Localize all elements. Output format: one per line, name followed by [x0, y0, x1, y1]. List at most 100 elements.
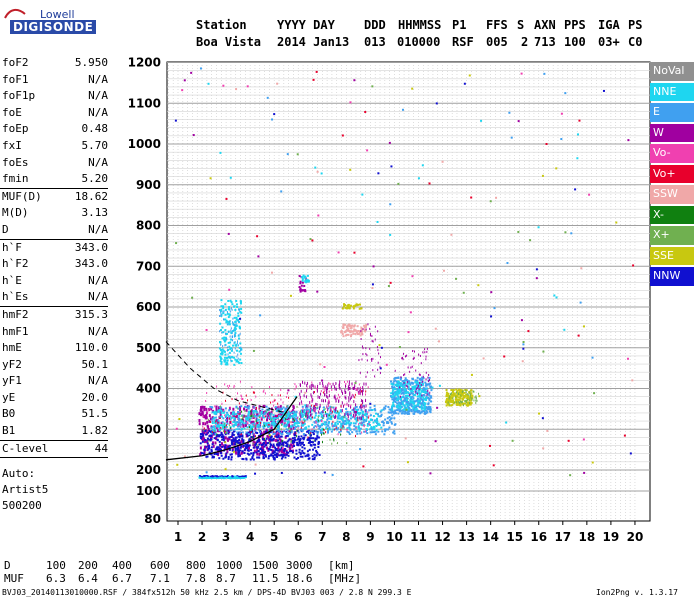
echo-point — [299, 455, 302, 458]
echo-point — [371, 359, 373, 362]
echo-point — [233, 329, 235, 332]
echo-point — [245, 432, 248, 435]
echo-point — [283, 448, 286, 451]
echo-point — [273, 425, 276, 428]
echo-point — [456, 391, 459, 394]
echo-point — [452, 402, 455, 405]
echo-point — [392, 399, 395, 402]
echo-point — [314, 430, 317, 433]
echo-point — [570, 232, 573, 235]
echo-point — [272, 445, 275, 448]
echo-point — [280, 435, 283, 438]
echo-point — [284, 420, 287, 423]
echo-point — [293, 427, 296, 430]
parameter-label: MUF(D) — [2, 189, 42, 203]
echo-point — [388, 419, 391, 422]
echo-point — [390, 422, 393, 425]
echo-point — [360, 421, 363, 424]
echo-point — [418, 393, 421, 396]
echo-point — [275, 430, 278, 433]
echo-point — [216, 433, 218, 436]
echo-point — [380, 415, 383, 418]
echo-point — [403, 382, 406, 385]
echo-point — [327, 383, 329, 387]
echo-point — [355, 420, 358, 423]
echo-point — [348, 423, 351, 426]
echo-point — [299, 413, 302, 416]
echo-point — [357, 408, 360, 411]
echo-point — [283, 441, 286, 444]
echo-point — [382, 408, 385, 411]
echo-point — [317, 446, 320, 449]
echo-point — [228, 436, 231, 439]
echo-point — [200, 437, 203, 440]
echo-point — [284, 435, 287, 439]
echo-point — [295, 417, 298, 420]
echo-point — [206, 455, 209, 458]
parameter-row: hmE 110.0 — [0, 340, 112, 357]
echo-point — [309, 413, 311, 417]
echo-point — [321, 379, 324, 382]
echo-point — [230, 435, 233, 438]
echo-point — [289, 416, 292, 419]
echo-point — [215, 422, 218, 425]
echo-point — [299, 282, 302, 285]
echo-point — [300, 441, 303, 444]
echo-point — [269, 431, 272, 434]
echo-point — [560, 112, 563, 115]
echo-point — [316, 389, 318, 393]
echo-point — [299, 392, 301, 396]
echo-point — [280, 428, 282, 431]
echo-point — [280, 471, 283, 474]
echo-point — [464, 402, 467, 405]
echo-point — [205, 475, 208, 477]
echo-point — [267, 455, 270, 458]
echo-point — [405, 379, 408, 382]
echo-point — [244, 409, 246, 412]
echo-point — [328, 414, 330, 417]
echo-point — [229, 427, 231, 430]
echo-point — [231, 433, 234, 436]
echo-point — [309, 434, 312, 437]
echo-point — [245, 403, 247, 406]
echo-point — [355, 408, 358, 411]
echo-point — [401, 108, 404, 111]
echo-point — [244, 419, 246, 422]
echo-point — [267, 432, 270, 435]
echo-point — [241, 457, 244, 460]
echo-point — [240, 445, 243, 448]
echo-point — [412, 412, 415, 415]
echo-point — [310, 404, 312, 407]
echo-point — [398, 403, 401, 406]
parameter-row: foEp 0.48 — [0, 121, 112, 138]
echo-point — [350, 422, 353, 425]
echo-point — [269, 439, 272, 443]
echo-point — [285, 417, 288, 420]
echo-point — [264, 431, 267, 434]
echo-point — [232, 421, 235, 424]
echo-point — [263, 450, 266, 453]
echo-point — [268, 416, 270, 419]
echo-point — [267, 429, 270, 432]
echo-point — [257, 418, 260, 421]
echo-point — [251, 425, 254, 428]
echo-point — [332, 406, 335, 409]
header-row2-field: 03+ — [598, 35, 620, 49]
auto-line: 500200 — [2, 499, 42, 513]
echo-point — [555, 167, 558, 170]
echo-point — [379, 410, 382, 413]
echo-point — [396, 388, 399, 391]
parameter-value: 1.82 — [81, 424, 109, 438]
echo-point — [365, 390, 367, 393]
echo-point — [359, 418, 362, 421]
echo-point — [372, 428, 375, 431]
echo-point — [391, 405, 394, 408]
echo-point — [629, 452, 632, 455]
echo-point — [222, 457, 225, 460]
echo-point — [286, 451, 289, 455]
echo-point — [372, 427, 375, 430]
echo-point — [447, 392, 450, 395]
echo-point — [286, 405, 288, 408]
echo-point — [298, 451, 301, 454]
echo-point — [201, 405, 204, 409]
